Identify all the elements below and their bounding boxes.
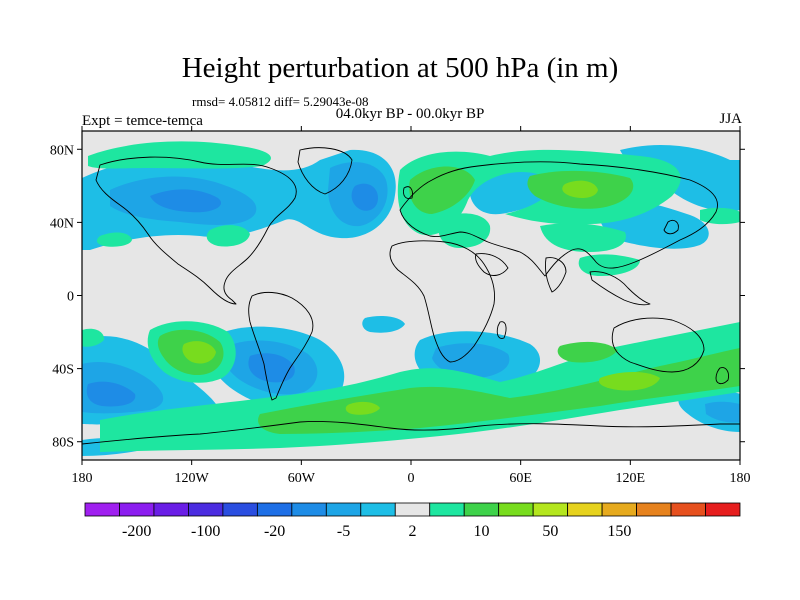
contour-region [258,348,740,434]
colorbar-swatch [463,502,500,517]
lat-tick-label: 80N [50,143,74,158]
colorbar-label: -20 [264,523,285,540]
colorbar-swatch [256,502,293,517]
contour-region [150,189,222,213]
contour-region [557,341,618,363]
coastline-south-america [248,291,314,401]
colorbar-swatch [291,502,327,517]
period-label: 04.0kyr BP - 00.0kyr BP [335,106,485,122]
lon-tick-label: 0 [408,471,415,486]
colorbar-swatch [325,502,362,517]
colorbar-swatch [84,502,120,517]
colorbar-label: 150 [607,523,631,540]
contour-region [206,225,250,247]
colorbar-label: 50 [542,523,558,540]
contour-region [82,328,105,347]
contour-region [362,316,405,333]
colorbar-swatch [498,502,534,517]
contour-region [397,149,681,236]
season-label: JJA [719,111,742,127]
colorbar-swatch [119,502,155,517]
contour-region [432,343,510,378]
colorbar-swatch [601,502,637,517]
lon-tick-label: 60E [509,471,532,486]
contour-region [720,327,740,346]
colorbar-label: -100 [191,523,220,540]
colorbar-swatch [670,502,706,517]
colorbar-label: -5 [337,523,350,540]
contour-region [705,401,740,423]
coastline-southeast-asia [589,271,651,306]
coastline-japan [663,219,679,235]
contour-region [409,166,475,214]
colorbar-swatch [567,502,603,517]
lon-tick-label: 120E [616,471,646,486]
colorbar: -200 -100 -20 -5 2 10 50 150 [84,502,741,540]
contour-fill-layer [82,141,740,456]
contour-region [351,183,378,211]
stats-label: rmsd= 4.05812 diff= 5.29043e-08 [192,94,369,109]
lon-tick-label: 60W [288,471,316,486]
map-panel [82,131,740,460]
coastline-north-america [95,156,297,305]
contour-region [88,141,271,169]
colorbar-label: 2 [409,523,417,540]
contour-region [562,180,598,198]
lon-tick-label: 180 [72,471,93,486]
experiment-label: Expt = temce-temca [82,113,203,129]
colorbar-swatch [705,502,741,517]
colorbar-swatch [188,502,224,517]
colorbar-swatch [222,502,258,517]
coastline-eurasia [399,161,718,277]
colorbar-swatch [360,502,396,517]
contour-region [598,372,660,391]
lat-tick-label: 80S [52,436,74,451]
plot-title: Height perturbation at 500 hPa (in m) [181,52,619,84]
colorbar-swatch [394,502,431,517]
contour-region [700,207,740,225]
lat-tick-label: 40S [52,363,74,378]
colorbar-swatch [636,502,672,517]
coastline-arabia [475,253,509,276]
contour-region [438,213,491,248]
lon-tick-label: 180 [730,471,751,486]
contour-region [248,353,295,383]
contour-region [540,223,626,252]
contour-region [345,401,380,415]
contour-region [96,232,132,247]
colorbar-swatch [153,502,189,517]
colorbar-swatch [429,502,465,517]
lat-tick-label: 0 [67,290,74,305]
lat-tick-label: 40N [50,216,74,231]
colorbar-swatch [532,502,569,517]
coastline-india [545,257,567,293]
contour-region [86,381,136,407]
coastline-new-zealand [715,367,729,385]
coastline-greenland [297,147,353,195]
coastline-africa [389,240,495,363]
contour-region [182,341,216,364]
colorbar-label: 10 [473,523,489,540]
coastline-australia [611,317,705,373]
coastline-antarctica [82,421,740,445]
coastline-madagascar [496,321,507,339]
coastlines [82,147,740,445]
coastline-uk [403,186,413,199]
lon-tick-label: 120W [175,471,210,486]
colorbar-label: -200 [122,523,151,540]
axis-ticks: 80N 40N 0 40S 80S 180 120W 60W 0 60E 120E 180 [50,126,751,486]
